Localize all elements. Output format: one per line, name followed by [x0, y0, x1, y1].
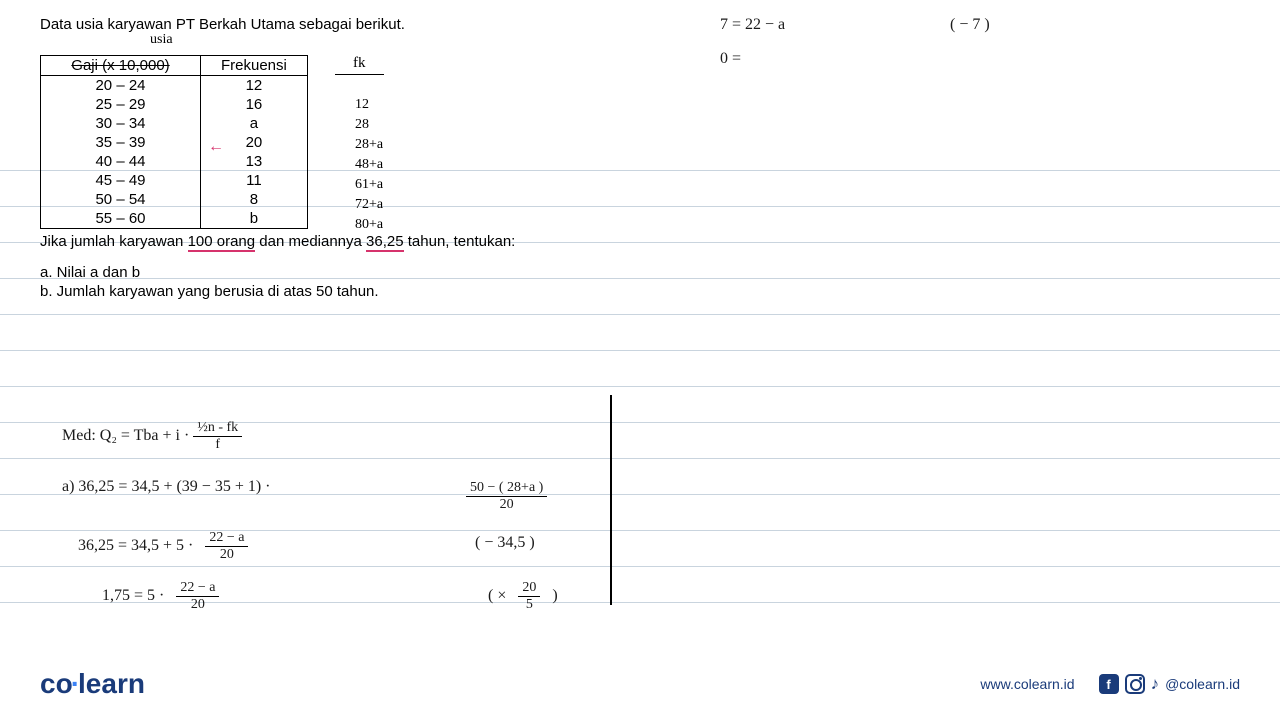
handwritten-label: usia	[150, 32, 173, 48]
instagram-icon	[1125, 674, 1145, 694]
data-table-wrap: Gaji (x 10,000) Frekuensi 20 – 2412 25 –…	[40, 55, 1240, 229]
main-content: Data usia karyawan PT Berkah Utama sebag…	[0, 0, 1280, 318]
facebook-icon: f	[1099, 674, 1119, 694]
question-b: b. Jumlah karyawan yang berusia di atas …	[40, 283, 1240, 300]
equation-3: 1,75 = 5 · 22 − a 20	[102, 580, 219, 613]
fk-column: 12 28 28+a 48+a 61+a 72+a 80+a	[355, 95, 383, 235]
problem-title: Data usia karyawan PT Berkah Utama sebag…	[40, 16, 1240, 33]
website-url: www.colearn.id	[980, 676, 1074, 692]
footer-right: www.colearn.id f ♪ @colearn.id	[980, 674, 1240, 694]
table-row: 30 – 34a	[41, 114, 308, 133]
brand-logo: co·learn	[40, 668, 145, 700]
table-row: 50 – 548	[41, 190, 308, 209]
median-arrow-icon: ←	[208, 138, 224, 156]
top-equation-3: 0 =	[720, 50, 741, 68]
table-row: 20 – 2412	[41, 76, 308, 96]
table-row: 40 – 4413	[41, 152, 308, 171]
operation-note-2: ( − 34,5 )	[475, 534, 535, 552]
question-text: Jika jumlah karyawan 100 orang dan media…	[40, 233, 1240, 250]
sub-questions: a. Nilai a dan b b. Jumlah karyawan yang…	[40, 264, 1240, 300]
operation-note-3: ( × 20 5 )	[488, 580, 558, 613]
table-row: 35 – 3920	[41, 133, 308, 152]
table-header-freq: Frekuensi	[201, 56, 308, 76]
equation-2: 36,25 = 34,5 + 5 · 22 − a 20	[78, 530, 248, 563]
tiktok-icon: ♪	[1151, 674, 1160, 694]
equation-1-frac: 50 − ( 28+a ) 20	[466, 480, 547, 513]
social-handle: @colearn.id	[1165, 676, 1240, 692]
question-a: a. Nilai a dan b	[40, 264, 1240, 281]
table-row: 25 – 2916	[41, 95, 308, 114]
table-row: 55 – 60b	[41, 209, 308, 229]
top-equation-1: 7 = 22 − a	[720, 16, 785, 34]
table-row: 45 – 4911	[41, 171, 308, 190]
median-formula: Med: Q₂ = Tba + i · ½n - fk f	[62, 420, 242, 453]
frequency-table: Gaji (x 10,000) Frekuensi 20 – 2412 25 –…	[40, 55, 308, 229]
footer: co·learn www.colearn.id f ♪ @colearn.id	[0, 648, 1280, 720]
table-header-gaji: Gaji (x 10,000)	[41, 56, 201, 76]
social-icons: f ♪ @colearn.id	[1099, 674, 1240, 694]
equation-1: a) 36,25 = 34,5 + (39 − 35 + 1) ·	[62, 478, 271, 496]
top-equation-2: ( − 7 )	[950, 16, 990, 34]
vertical-divider	[610, 395, 612, 605]
fk-header: fk	[335, 55, 384, 75]
